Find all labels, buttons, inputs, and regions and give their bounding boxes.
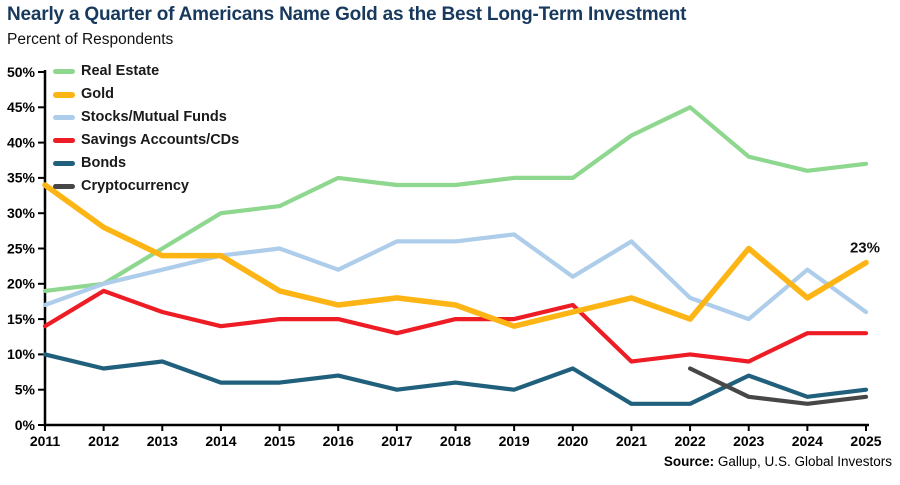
legend-swatch-icon <box>53 184 75 189</box>
x-tick-label-2018: 2018 <box>440 433 471 449</box>
x-tick-label-2014: 2014 <box>205 433 236 449</box>
x-tick-label-2022: 2022 <box>674 433 705 449</box>
legend-item-gold: Gold <box>53 83 239 106</box>
series-line-stocks-mutual-funds <box>42 232 869 322</box>
x-tick-label-2025: 2025 <box>850 433 881 449</box>
gold-value-annotation: 23% <box>850 240 880 257</box>
legend-label: Real Estate <box>81 63 160 80</box>
x-tick-label-2019: 2019 <box>499 433 530 449</box>
y-tick-label-25: 25% <box>7 240 36 256</box>
legend-swatch-icon <box>53 91 75 98</box>
y-tick-label-50: 50% <box>7 64 36 80</box>
x-tick-label-2015: 2015 <box>264 433 295 449</box>
legend-label: Cryptocurrency <box>81 178 189 195</box>
chart-subtitle: Percent of Respondents <box>7 31 174 48</box>
x-tick-label-2023: 2023 <box>733 433 764 449</box>
x-tick-label-2012: 2012 <box>88 433 119 449</box>
x-tick-label-2013: 2013 <box>147 433 178 449</box>
legend-swatch-icon <box>53 161 75 166</box>
page-title: Nearly a Quarter of Americans Name Gold … <box>7 4 687 25</box>
y-tick-label-35: 35% <box>7 170 36 186</box>
y-tick-label-0: 0% <box>15 417 36 433</box>
legend-swatch-icon <box>53 69 75 74</box>
x-tick-label-2016: 2016 <box>323 433 354 449</box>
legend-label: Savings Accounts/CDs <box>81 132 240 149</box>
x-tick-label-2021: 2021 <box>616 433 647 449</box>
x-tick-label-2017: 2017 <box>381 433 412 449</box>
source-line: Source: Gallup, U.S. Global Investors <box>664 454 892 469</box>
series-line-savings-accounts-cds <box>42 288 869 364</box>
source-label: Source: <box>663 454 715 469</box>
series-line-real-estate <box>42 105 869 293</box>
legend-item-bonds: Bonds <box>53 152 239 175</box>
legend-item-savings-accounts-cds: Savings Accounts/CDs <box>53 129 239 152</box>
x-tick-label-2011: 2011 <box>30 433 61 449</box>
legend-item-stocks-mutual-funds: Stocks/Mutual Funds <box>53 106 239 129</box>
series-line-gold <box>42 182 869 329</box>
y-tick-label-30: 30% <box>7 205 36 221</box>
series-line-bonds <box>42 352 869 406</box>
legend-label: Gold <box>81 86 115 103</box>
legend-swatch-icon <box>53 115 75 120</box>
chart-legend: Real Estate Gold Stocks/Mutual Funds Saving… <box>53 60 239 198</box>
y-tick-label-40: 40% <box>7 134 36 150</box>
series-line-cryptocurrency <box>687 366 869 406</box>
y-tick-label-45: 45% <box>7 99 36 115</box>
legend-swatch-icon <box>53 138 75 143</box>
legend-label: Bonds <box>81 155 127 172</box>
y-tick-label-10: 10% <box>7 346 36 362</box>
y-tick-label-5: 5% <box>15 382 36 398</box>
source-text: Gallup, U.S. Global Investors <box>717 454 892 469</box>
x-tick-label-2020: 2020 <box>557 433 588 449</box>
y-tick-label-15: 15% <box>7 311 36 327</box>
legend-label: Stocks/Mutual Funds <box>81 109 227 126</box>
x-tick-label-2024: 2024 <box>792 433 823 449</box>
legend-item-real-estate: Real Estate <box>53 60 239 83</box>
y-tick-label-20: 20% <box>7 276 36 292</box>
legend-item-cryptocurrency: Cryptocurrency <box>53 175 239 198</box>
